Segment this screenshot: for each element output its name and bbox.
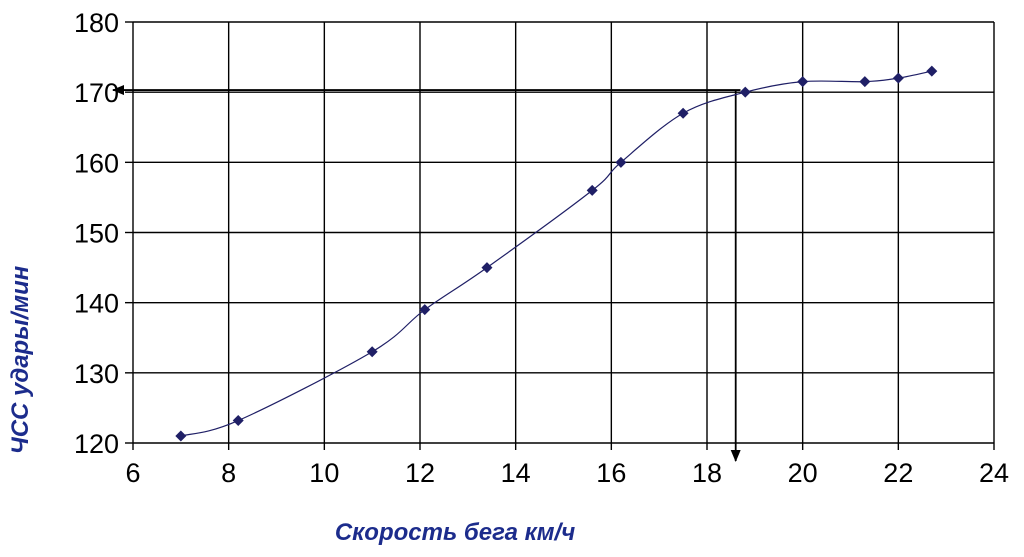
x-tick-label-8: 8 [221, 458, 236, 488]
y-tick-label-180: 180 [74, 8, 119, 38]
data-point-7 [677, 107, 689, 119]
data-point-8 [739, 86, 751, 98]
data-series [175, 65, 938, 442]
data-point-4 [481, 262, 493, 274]
y-axis-title: ЧСС удары/мин [7, 265, 34, 454]
x-tick-label-22: 22 [883, 458, 913, 488]
x-tick-label-20: 20 [788, 458, 818, 488]
data-point-5 [586, 184, 598, 196]
data-point-1 [232, 415, 244, 427]
data-point-3 [419, 304, 431, 316]
data-point-11 [892, 72, 904, 84]
y-tick-label-120: 120 [74, 429, 119, 459]
y-tick-label-170: 170 [74, 78, 119, 108]
x-tick-label-24: 24 [979, 458, 1009, 488]
data-point-6 [615, 156, 627, 168]
x-tick-label-10: 10 [309, 458, 339, 488]
x-tick-label-18: 18 [692, 458, 722, 488]
y-tick-label-160: 160 [74, 148, 119, 178]
data-point-9 [797, 76, 809, 88]
tick-labels: 6 8 10 12 14 16 18 20 22 24 120 130 140 150 160 170 180 [74, 8, 1009, 488]
y-tick-label-150: 150 [74, 219, 119, 249]
x-axis-title: Скорость бега км/ч [335, 519, 575, 546]
y-tick-label-130: 130 [74, 359, 119, 389]
data-point-2 [366, 346, 378, 358]
grid [125, 21, 995, 450]
x-tick-label-6: 6 [125, 458, 140, 488]
x-tick-label-14: 14 [501, 458, 531, 488]
x-tick-label-12: 12 [405, 458, 435, 488]
data-point-10 [859, 76, 871, 88]
data-point-0 [175, 430, 187, 442]
series-line [180, 70, 932, 437]
x-tick-label-16: 16 [596, 458, 626, 488]
y-tick-label-140: 140 [74, 289, 119, 319]
annotation-arrows [112, 85, 741, 462]
data-point-12 [926, 65, 938, 77]
